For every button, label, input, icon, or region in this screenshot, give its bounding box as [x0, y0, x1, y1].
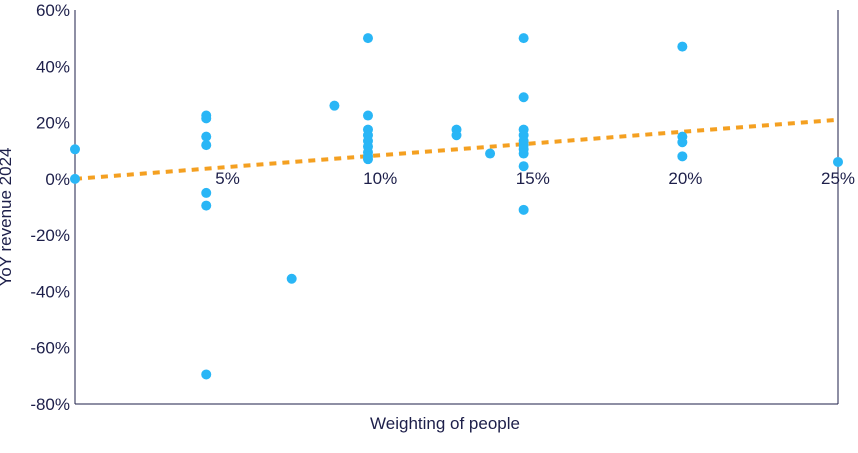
- data-point: [677, 41, 688, 52]
- data-point: [362, 154, 373, 165]
- data-point: [518, 92, 529, 103]
- data-point: [362, 110, 373, 121]
- data-point: [70, 173, 80, 184]
- y-axis-label: YoY revenue 2024: [0, 148, 15, 287]
- data-point: [362, 33, 373, 44]
- data-point: [518, 204, 529, 215]
- y-tick-label: 40%: [36, 57, 70, 76]
- axes: [74, 10, 839, 405]
- x-tick-label: 5%: [215, 169, 240, 188]
- data-point: [201, 140, 212, 151]
- x-tick-label: 15%: [516, 169, 550, 188]
- x-tick-labels: 5% 10% 15% 20% 25%: [215, 169, 855, 188]
- data-point: [677, 151, 688, 162]
- data-point: [70, 144, 80, 155]
- x-tick-label: 10%: [363, 169, 397, 188]
- data-points: [70, 33, 843, 380]
- x-tick-label: 20%: [668, 169, 702, 188]
- trendline-group: [74, 117, 839, 181]
- data-point: [201, 200, 212, 211]
- data-point: [286, 273, 297, 284]
- data-point: [518, 148, 529, 159]
- x-tick-label: 25%: [821, 169, 855, 188]
- y-tick-label: -40%: [30, 282, 70, 301]
- trendline: [74, 117, 839, 181]
- data-point: [201, 187, 212, 198]
- y-tick-label: -80%: [30, 395, 70, 414]
- data-point: [201, 113, 212, 124]
- data-point: [518, 161, 529, 172]
- data-point: [677, 137, 688, 148]
- data-point: [833, 156, 843, 167]
- x-axis-label: Weighting of people: [370, 414, 520, 433]
- data-point: [518, 33, 529, 44]
- y-tick-label: -60%: [30, 339, 70, 358]
- data-point: [201, 369, 212, 380]
- y-tick-label: 0%: [45, 170, 70, 189]
- y-tick-label: -20%: [30, 226, 70, 245]
- data-point: [329, 100, 340, 111]
- y-tick-label: 20%: [36, 114, 70, 133]
- data-point: [451, 130, 462, 141]
- data-point: [485, 148, 496, 159]
- y-tick-label: 60%: [36, 1, 70, 20]
- y-tick-labels: 60% 40% 20% 0% -20% -40% -60% -80%: [30, 1, 70, 414]
- data-point: [201, 131, 212, 142]
